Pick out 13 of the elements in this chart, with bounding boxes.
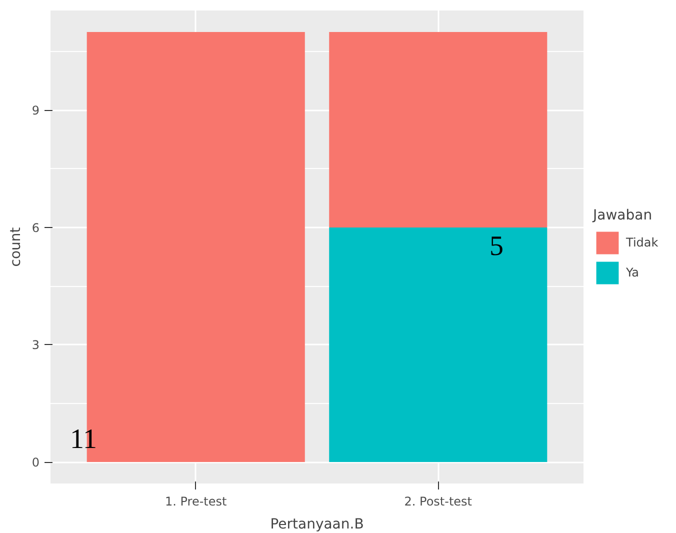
y-tick-label: 0 [32, 456, 40, 470]
x-tick-label: 2. Post-test [404, 494, 472, 508]
y-axis-title: count [8, 226, 24, 267]
annotation: 11 [70, 424, 97, 455]
y-tick-label: 9 [32, 104, 40, 118]
y-tick-label: 6 [32, 220, 40, 235]
x-tick-label: 1. Pre-test [165, 494, 228, 508]
legend-label: Ya [626, 265, 640, 279]
y-tick-label: 3 [32, 338, 40, 352]
x-axis-title: Pertanyaan.B [270, 516, 364, 532]
legend-label: Tidak [626, 235, 658, 249]
annotation: 5 [490, 231, 504, 262]
legend-title: Jawaban [593, 207, 654, 223]
